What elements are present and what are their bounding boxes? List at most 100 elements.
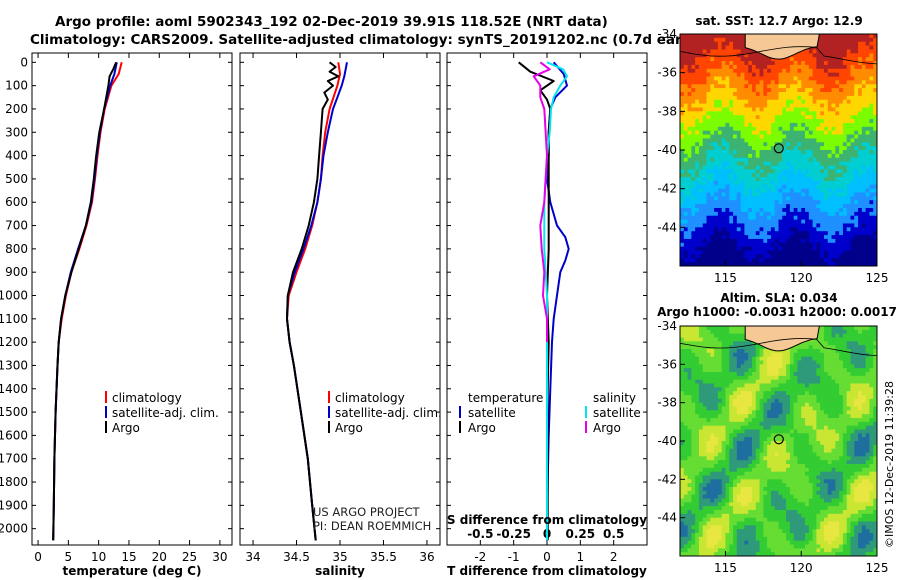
map-cell bbox=[865, 115, 870, 120]
map-cell bbox=[827, 204, 832, 209]
map-cell bbox=[691, 192, 696, 197]
map-cell bbox=[842, 333, 848, 338]
map-cell bbox=[695, 379, 700, 384]
map-cell bbox=[873, 122, 878, 128]
map-cell bbox=[808, 341, 813, 346]
map-cell bbox=[842, 204, 848, 209]
map-cell bbox=[710, 208, 715, 213]
map-cell bbox=[861, 410, 867, 415]
map-cell bbox=[763, 138, 768, 143]
map-cell bbox=[789, 61, 795, 66]
map-cell bbox=[820, 53, 825, 58]
map-cell bbox=[706, 126, 711, 132]
map-cell bbox=[683, 37, 688, 43]
map-cell bbox=[774, 402, 779, 407]
map-cell bbox=[695, 333, 700, 338]
map-cell bbox=[797, 398, 802, 404]
map-cell bbox=[683, 391, 688, 396]
map-cell bbox=[808, 53, 813, 58]
map-cell bbox=[801, 130, 806, 135]
map-cell bbox=[816, 138, 821, 143]
map-cell bbox=[691, 414, 696, 419]
map-cell bbox=[767, 364, 772, 369]
map-cell bbox=[823, 57, 829, 62]
map-cell bbox=[816, 433, 821, 438]
map-cell bbox=[816, 99, 821, 104]
map-cell bbox=[793, 204, 798, 209]
map-cell bbox=[706, 61, 711, 66]
map-cell bbox=[801, 360, 806, 365]
map-cell bbox=[748, 398, 753, 404]
map-cell bbox=[736, 88, 742, 93]
map-cell bbox=[680, 134, 685, 139]
map-cell bbox=[680, 254, 685, 259]
map-cell bbox=[786, 64, 791, 70]
map-cell bbox=[683, 126, 688, 132]
map-cell bbox=[706, 246, 711, 251]
map-cell bbox=[850, 111, 855, 116]
difference-legend: temperature satellite Argo salinity sate… bbox=[459, 391, 641, 435]
map-cell bbox=[846, 326, 851, 331]
map-cell bbox=[805, 111, 810, 116]
map-cell bbox=[721, 337, 726, 342]
map-cell bbox=[744, 204, 749, 209]
map-cell bbox=[755, 180, 760, 186]
map-cell bbox=[835, 138, 840, 143]
map-cell bbox=[702, 204, 707, 209]
map-cell bbox=[789, 64, 795, 70]
map-cell bbox=[786, 387, 791, 392]
map-cell bbox=[808, 414, 813, 419]
map-cell bbox=[683, 262, 688, 267]
map-cell bbox=[748, 418, 753, 423]
map-cell bbox=[736, 68, 742, 74]
map-cell bbox=[680, 157, 685, 162]
map-cell bbox=[846, 92, 851, 97]
salinity-panel bbox=[239, 52, 441, 546]
map-cell bbox=[805, 88, 810, 93]
map-cell bbox=[861, 364, 867, 369]
map-cell bbox=[873, 231, 878, 236]
map-cell bbox=[710, 68, 715, 74]
map-cell bbox=[858, 68, 863, 74]
map-cell bbox=[717, 421, 723, 427]
map-cell bbox=[725, 76, 730, 81]
map-cell bbox=[865, 231, 870, 236]
map-cell bbox=[839, 150, 844, 155]
map-cell bbox=[748, 375, 753, 381]
map-cell bbox=[820, 180, 825, 186]
map-cell bbox=[740, 250, 745, 255]
map-cell bbox=[748, 379, 753, 384]
map-cell bbox=[763, 395, 768, 400]
map-cell bbox=[733, 150, 738, 155]
map-cell bbox=[801, 208, 806, 213]
map-cell bbox=[733, 398, 738, 404]
map-cell bbox=[744, 122, 749, 128]
map-cell bbox=[706, 37, 711, 43]
map-cell bbox=[695, 53, 700, 58]
map-cell bbox=[846, 246, 851, 251]
map-cell bbox=[831, 433, 836, 438]
map-cell bbox=[835, 345, 840, 350]
map-cell bbox=[695, 254, 700, 259]
map-cell bbox=[842, 200, 848, 205]
s-diff-tick-label: -0.25 bbox=[496, 527, 531, 541]
map-cell bbox=[687, 242, 692, 248]
map-cell bbox=[774, 356, 779, 361]
map-cell bbox=[861, 258, 867, 263]
map-cell bbox=[744, 173, 749, 178]
map-cell bbox=[755, 184, 760, 190]
map-cell bbox=[793, 138, 798, 143]
map-cell bbox=[736, 368, 742, 373]
map-cell bbox=[831, 349, 836, 354]
map-cell bbox=[820, 379, 825, 384]
map-cell bbox=[774, 92, 779, 97]
map-cell bbox=[778, 76, 783, 81]
map-cell bbox=[698, 258, 704, 263]
map-cell bbox=[805, 126, 810, 132]
legend-s-argo: Argo bbox=[593, 421, 621, 435]
map-cell bbox=[778, 215, 783, 220]
map-cell bbox=[740, 111, 745, 116]
map-cell bbox=[698, 375, 704, 381]
map-cell bbox=[683, 45, 688, 50]
map-cell bbox=[683, 364, 688, 369]
